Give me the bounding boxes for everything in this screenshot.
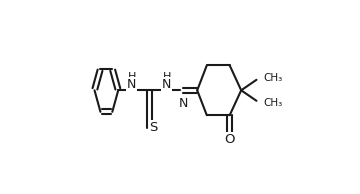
Text: N: N <box>127 78 136 91</box>
Text: N: N <box>162 78 171 91</box>
Text: N: N <box>179 97 188 110</box>
Text: O: O <box>225 133 235 146</box>
Text: S: S <box>149 121 158 134</box>
Text: CH₃: CH₃ <box>264 98 283 108</box>
Text: CH₃: CH₃ <box>264 73 283 83</box>
Text: H: H <box>163 72 171 82</box>
Text: H: H <box>128 72 136 82</box>
